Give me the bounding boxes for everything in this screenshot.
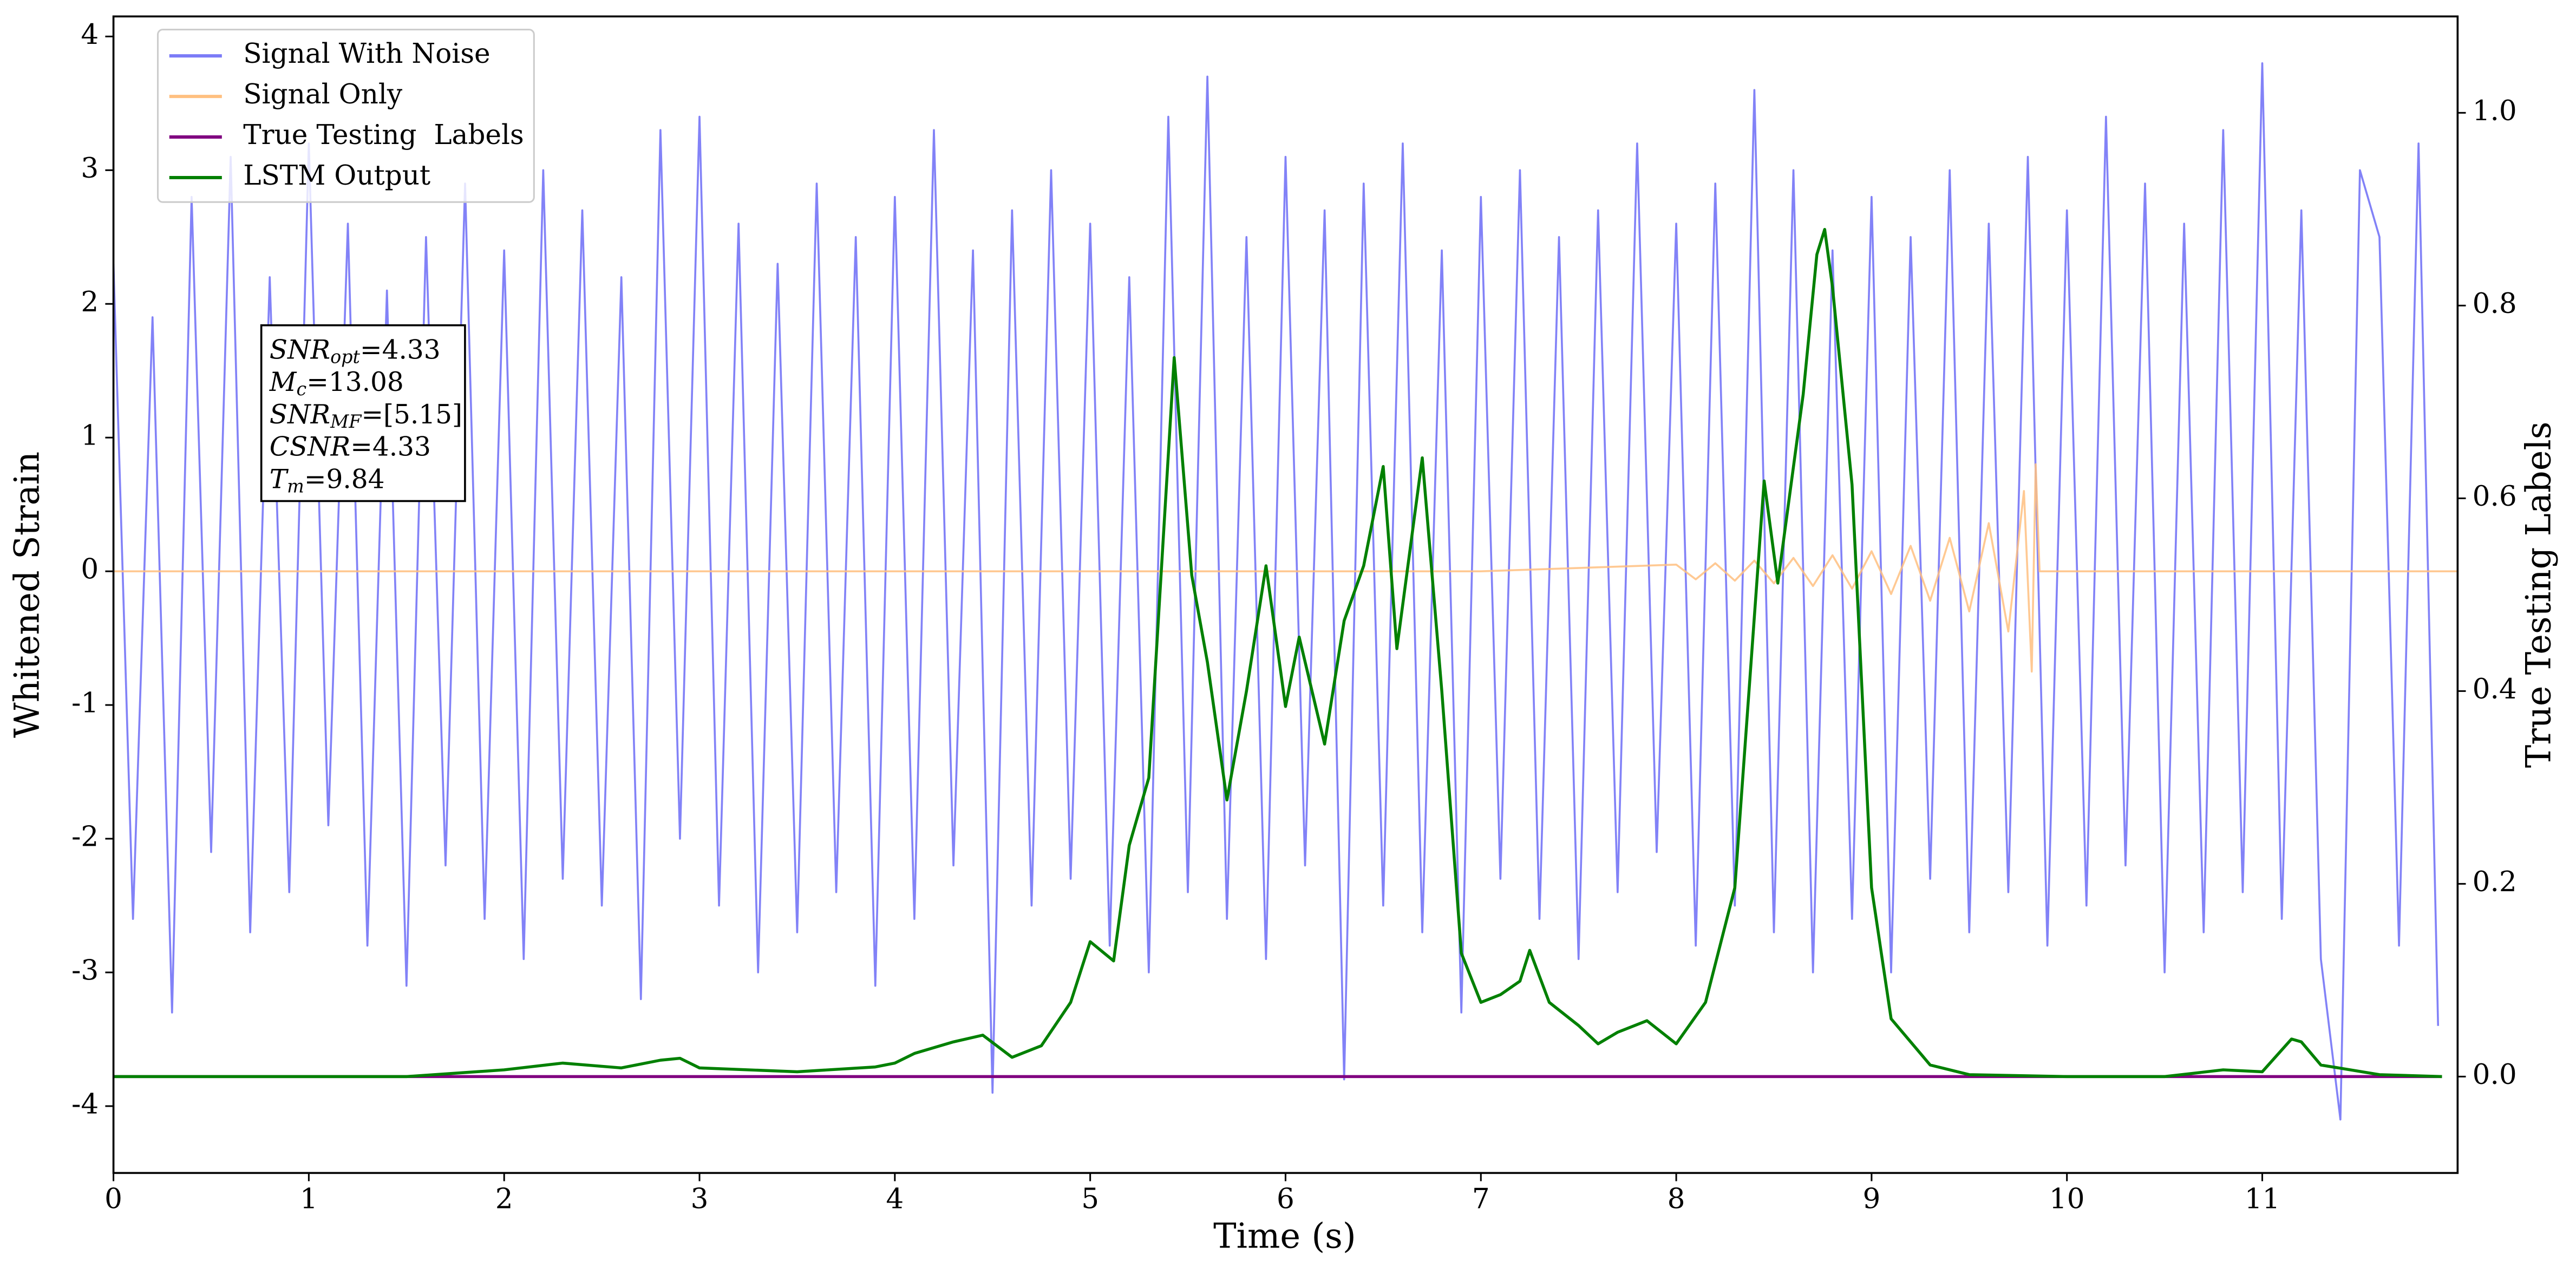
y2-tick-label: 0.4 [2473, 673, 2517, 705]
annotation-line: CSNR=4.33 [270, 432, 431, 462]
legend-box [156, 29, 535, 203]
annotation-subscript: MF [330, 411, 362, 432]
series-line [113, 463, 2458, 673]
x-tick-label: 8 [1668, 1182, 1685, 1215]
annotation-value: =9.84 [304, 464, 385, 494]
x-tick-label: 0 [104, 1182, 122, 1215]
annotation: SNRopt=4.33Mc=13.08SNRMF=[5.15]CSNR=4.33… [260, 324, 466, 502]
y-tick-label: 2 [81, 286, 99, 318]
legend-label: Signal With Noise [243, 38, 490, 69]
y-tick-label: -3 [71, 954, 99, 986]
annotation-symbol: SNR [270, 335, 330, 365]
annotation-subscript: m [287, 476, 304, 497]
x-tick-label: 6 [1277, 1182, 1294, 1215]
y-tick-label: 3 [81, 152, 99, 185]
series-line [113, 227, 2442, 1079]
annotation-symbol: SNR [270, 399, 330, 429]
x-axis-label: Time (s) [1213, 1216, 1356, 1256]
x-tick-label: 2 [495, 1182, 513, 1215]
ticks: 0 1 2 3 4 5 6 7 8 9 10 11 -4 -3 -2 -1 0 1 2 3 4 0.0 0.2 0.4 0.6 0… [71, 18, 2517, 1216]
x-tick-label: 3 [691, 1182, 709, 1215]
x-tick-label: 7 [1472, 1182, 1490, 1215]
annotation-symbol: T [270, 464, 289, 494]
annotation-line: Tm=9.84 [270, 464, 385, 497]
annotation-value: =4.33 [360, 335, 441, 365]
annotation-box [260, 324, 466, 502]
annotation-symbol: M [269, 367, 297, 397]
x-tick-label: 10 [2049, 1182, 2085, 1215]
legend-label: LSTM Output [243, 160, 430, 191]
annotation-line: SNRopt=4.33 [270, 335, 441, 368]
x-tick-label: 11 [2245, 1182, 2280, 1215]
y2-tick-label: 1.0 [2473, 95, 2517, 127]
annotation-line: Mc=13.08 [269, 367, 404, 400]
y-axis-label: Whitened Strain [7, 452, 47, 738]
x-tick-label: 4 [886, 1182, 904, 1215]
y-tick-label: 0 [81, 553, 99, 586]
y2-axis-label: True Testing Labels [2519, 422, 2559, 768]
annotation-subscript: opt [330, 346, 360, 367]
annotation-symbol: CSNR [270, 432, 350, 462]
y2-tick-label: 0.2 [2473, 866, 2517, 898]
series-line [113, 62, 2440, 1121]
y-tick-label: -4 [71, 1088, 99, 1120]
y2-tick-label: 0.0 [2473, 1059, 2517, 1091]
legend-label: True Testing Labels [243, 119, 524, 151]
x-tick-label: 9 [1862, 1182, 1880, 1215]
annotation-value: =4.33 [350, 432, 431, 462]
plot-area [113, 62, 2458, 1121]
x-tick-label: 5 [1081, 1182, 1099, 1215]
annotation-value: =[5.15] [361, 399, 462, 429]
legend-label: Signal Only [243, 79, 403, 110]
annotation-line: SNRMF=[5.15] [270, 399, 462, 432]
annotation-value: =13.08 [306, 367, 404, 397]
y2-tick-label: 0.6 [2473, 480, 2517, 513]
y-tick-label: 1 [81, 420, 99, 452]
y2-tick-label: 0.8 [2473, 288, 2517, 320]
x-tick-label: 1 [300, 1182, 318, 1215]
y-tick-label: 4 [81, 18, 99, 51]
y-tick-label: -1 [71, 687, 99, 720]
legend: Signal With Noise Signal Only True Testing… [156, 29, 535, 203]
y-tick-label: -2 [71, 821, 99, 853]
annotation-subscript: c [297, 378, 307, 400]
